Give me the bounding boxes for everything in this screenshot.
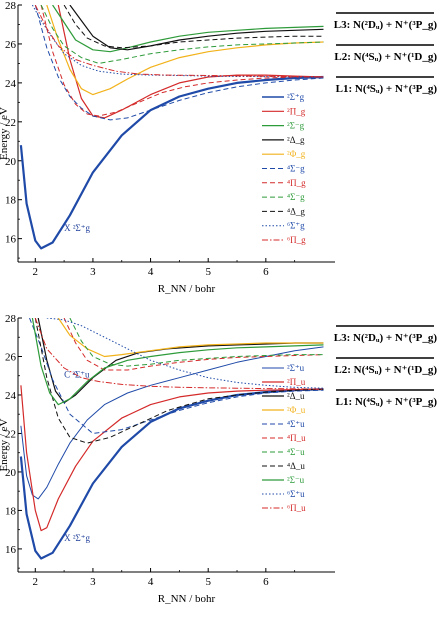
legend-label-6: ⁴Σ⁻g bbox=[287, 164, 305, 174]
series-curve-4 bbox=[37, 318, 324, 404]
series-curve-3 bbox=[20, 385, 324, 532]
y-tick-label: 16 bbox=[5, 234, 17, 246]
x-tick-label: 6 bbox=[263, 576, 269, 588]
annotation-1: X ²Σ⁺g bbox=[64, 533, 90, 543]
legend-label-9: ⁴Δ_g bbox=[287, 206, 305, 216]
x-axis-label: R_NN / bohr bbox=[158, 593, 216, 605]
series-curve-11 bbox=[34, 5, 324, 78]
legend-label-8: ⁴Σ⁻g bbox=[287, 192, 305, 202]
legend-label-4: ²Δ_u bbox=[287, 391, 305, 401]
y-axis-label: Energy / eV bbox=[0, 418, 10, 471]
series-curve-7 bbox=[63, 318, 324, 371]
legend-label-9: ⁴Δ_u bbox=[287, 461, 305, 471]
legend-label-11: ⁶Π_g bbox=[287, 235, 306, 245]
annotation-2: C ²Σ⁺u bbox=[64, 370, 90, 380]
series-curve-11 bbox=[46, 318, 324, 389]
series-curve-3 bbox=[52, 5, 324, 53]
legend-label-3: ²Π_u bbox=[287, 377, 306, 387]
series-curve-10 bbox=[31, 5, 324, 78]
series-curve-5 bbox=[57, 318, 324, 358]
y-tick-label: 22 bbox=[5, 428, 16, 440]
y-tick-label: 20 bbox=[5, 156, 17, 168]
chart-panel-2: 16 18 20 22 24 26 28 2 3 4 5 6 R_NN / bohr Energy / e… bbox=[0, 313, 437, 605]
x-tick-label: 6 bbox=[263, 266, 269, 278]
legend-label-5: ²Φ_u bbox=[287, 405, 306, 415]
series-curve-12 bbox=[34, 318, 324, 390]
threshold-label-3: L1: N(⁴Sᵤ) + N⁺(³P_g) bbox=[336, 396, 438, 408]
y-tick-label: 28 bbox=[5, 0, 17, 12]
y-tick-label: 24 bbox=[5, 390, 17, 402]
y-tick-label: 26 bbox=[5, 351, 17, 363]
series-curve-8 bbox=[40, 5, 324, 64]
legend-label-7: ⁴Π_g bbox=[287, 178, 306, 188]
legend-label-2: ²Π_g bbox=[287, 106, 306, 116]
y-tick-label: 24 bbox=[5, 78, 17, 90]
series-curve-4 bbox=[69, 5, 324, 51]
legend-label-5: ²Φ_g bbox=[287, 149, 306, 159]
y-tick-label: 28 bbox=[5, 313, 17, 325]
legend-label-3: ²Σ⁻g bbox=[287, 121, 305, 131]
x-tick-label: 3 bbox=[90, 266, 96, 278]
y-tick-label: 26 bbox=[5, 39, 17, 51]
threshold-label-1: L3: N(²Dᵤ) + N⁺(³P_g) bbox=[334, 332, 438, 344]
legend-label-10: ²Σ⁻u bbox=[287, 475, 305, 485]
y-tick-label: 16 bbox=[5, 544, 17, 556]
threshold-label-2: L2: N(⁴Sᵤ) + N⁺(¹D_g) bbox=[334, 51, 437, 63]
legend-label-7: ⁴Π_u bbox=[287, 433, 306, 443]
curves-group bbox=[19, 318, 324, 560]
series-curve-9 bbox=[63, 5, 324, 49]
x-tick-label: 3 bbox=[90, 576, 96, 588]
x-tick-label: 5 bbox=[205, 266, 211, 278]
series-curve-8 bbox=[69, 318, 324, 367]
curves-group bbox=[19, 5, 324, 250]
series-curve-7 bbox=[40, 5, 324, 117]
x-tick-label: 4 bbox=[148, 576, 154, 588]
legend-label-11: ⁶Σ⁺u bbox=[287, 489, 305, 499]
series-curve-6 bbox=[34, 5, 324, 121]
series-curve-2 bbox=[20, 346, 324, 500]
annotation-1: X ²Σ⁺g bbox=[64, 223, 90, 233]
series-curve-2 bbox=[57, 5, 324, 119]
y-axis-label: Energy / eV bbox=[0, 107, 10, 160]
series-curve-6 bbox=[29, 318, 324, 434]
legend-label-4: ²Δ_g bbox=[287, 135, 305, 145]
series-curve-9 bbox=[34, 318, 324, 444]
x-tick-label: 4 bbox=[148, 266, 154, 278]
series-curve-1 bbox=[19, 75, 324, 250]
chart-panel-1: 16 18 20 22 24 26 28 2 3 4 5 6 R_NN / bohr Energy / e… bbox=[0, 0, 437, 295]
x-tick-label: 5 bbox=[205, 576, 211, 588]
y-tick-label: 18 bbox=[5, 195, 17, 207]
y-tick-label: 20 bbox=[5, 467, 17, 479]
x-tick-label: 2 bbox=[33, 576, 39, 588]
legend-label-2: ²Σ⁺u bbox=[287, 363, 305, 373]
series-curve-5 bbox=[46, 5, 324, 96]
y-tick-label: 22 bbox=[5, 117, 16, 129]
legend-label-10: ⁶Σ⁺g bbox=[287, 221, 305, 231]
x-axis-label: R_NN / bohr bbox=[158, 283, 216, 295]
series-curve-10 bbox=[31, 318, 324, 406]
threshold-label-1: L3: N(²Dᵤ) + N⁺(³P_g) bbox=[334, 19, 438, 31]
legend-label-6: ⁴Σ⁺u bbox=[287, 419, 305, 429]
threshold-label-3: L1: N(⁴Sᵤ) + N⁺(³P_g) bbox=[336, 83, 438, 95]
legend-label-8: ⁴Σ⁻u bbox=[287, 447, 305, 457]
x-tick-label: 2 bbox=[33, 266, 39, 278]
legend-label-1: ²Σ⁺g bbox=[287, 92, 305, 102]
y-tick-label: 18 bbox=[5, 505, 17, 517]
threshold-label-2: L2: N(⁴Sᵤ) + N⁺(¹D_g) bbox=[334, 364, 437, 376]
legend-label-12: ⁶Π_u bbox=[287, 503, 306, 513]
